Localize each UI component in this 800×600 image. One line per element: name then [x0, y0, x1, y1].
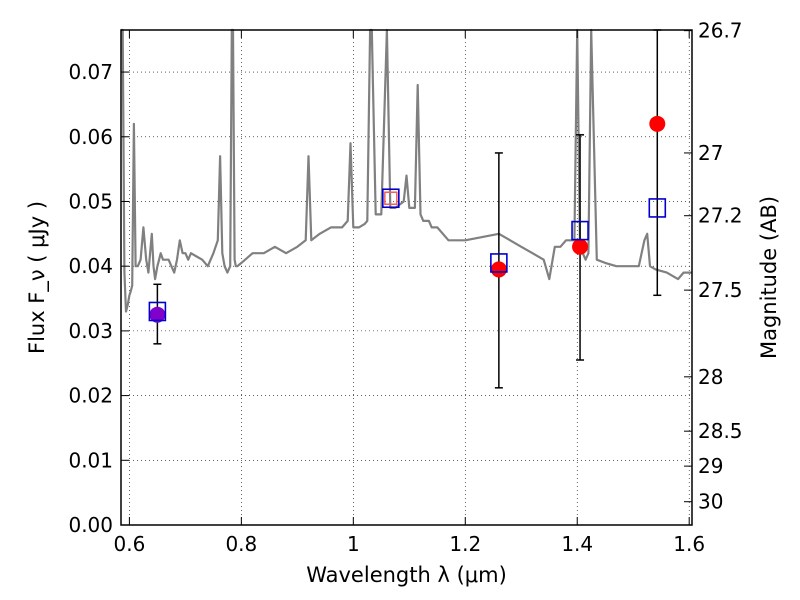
- y-axis-label: Flux F_ν ( μJy ): [25, 201, 50, 354]
- y-tick-label: 0.06: [68, 125, 113, 149]
- right-tick-label: 28: [698, 365, 723, 389]
- y-tick-label: 0.01: [68, 448, 113, 472]
- grid: [121, 30, 692, 526]
- observed-point: [490, 261, 507, 278]
- observed-point: [149, 306, 166, 323]
- observed-point: [649, 115, 666, 132]
- x-tick-label: 0.8: [225, 532, 257, 556]
- model-point: [648, 198, 667, 218]
- x-tick-label: 1.4: [561, 532, 593, 556]
- y-tick-label: 0.04: [68, 254, 113, 278]
- model-point: [382, 188, 400, 209]
- x-tick-label: 1.2: [449, 532, 481, 556]
- model-point: [571, 220, 589, 241]
- y-tick-label: 0.00: [68, 513, 113, 537]
- x-tick-label: 1: [347, 532, 360, 556]
- right-tick-label: 30: [698, 490, 723, 514]
- y-tick-label: 0.02: [68, 384, 113, 408]
- spectrum-series: [121, 28, 692, 313]
- x-axis-label: Wavelength λ (μm): [306, 563, 507, 587]
- observed-points: [149, 115, 666, 323]
- y-tick-label: 0.05: [68, 189, 113, 213]
- spectrum-line: [121, 28, 692, 313]
- x-tick-label: 0.6: [113, 532, 145, 556]
- model-point: [148, 301, 167, 322]
- model-point: [490, 253, 508, 273]
- axis-ticks: 0.6 0.8 1 1.2 1.4 1.6 0.00 0.01 0.02 0.03 0.04 0.05…: [68, 19, 742, 556]
- right-axis-label: Magnitude (AB): [757, 196, 781, 359]
- y-tick-label: 0.07: [68, 60, 113, 84]
- plot-frame: [120, 29, 693, 526]
- x-tick-label: 1.6: [673, 532, 705, 556]
- right-tick-label: 28.5: [698, 419, 743, 443]
- observed-point: [572, 238, 589, 255]
- y-tick-label: 0.03: [68, 319, 113, 343]
- right-tick-label: 27: [698, 141, 723, 165]
- right-tick-label: 27.5: [698, 278, 743, 302]
- right-tick-label: 29: [698, 454, 723, 478]
- right-tick-label: 27.2: [698, 204, 743, 228]
- model-points: [148, 188, 667, 322]
- observed-point: [384, 191, 398, 205]
- right-tick-label: 26.7: [698, 19, 743, 43]
